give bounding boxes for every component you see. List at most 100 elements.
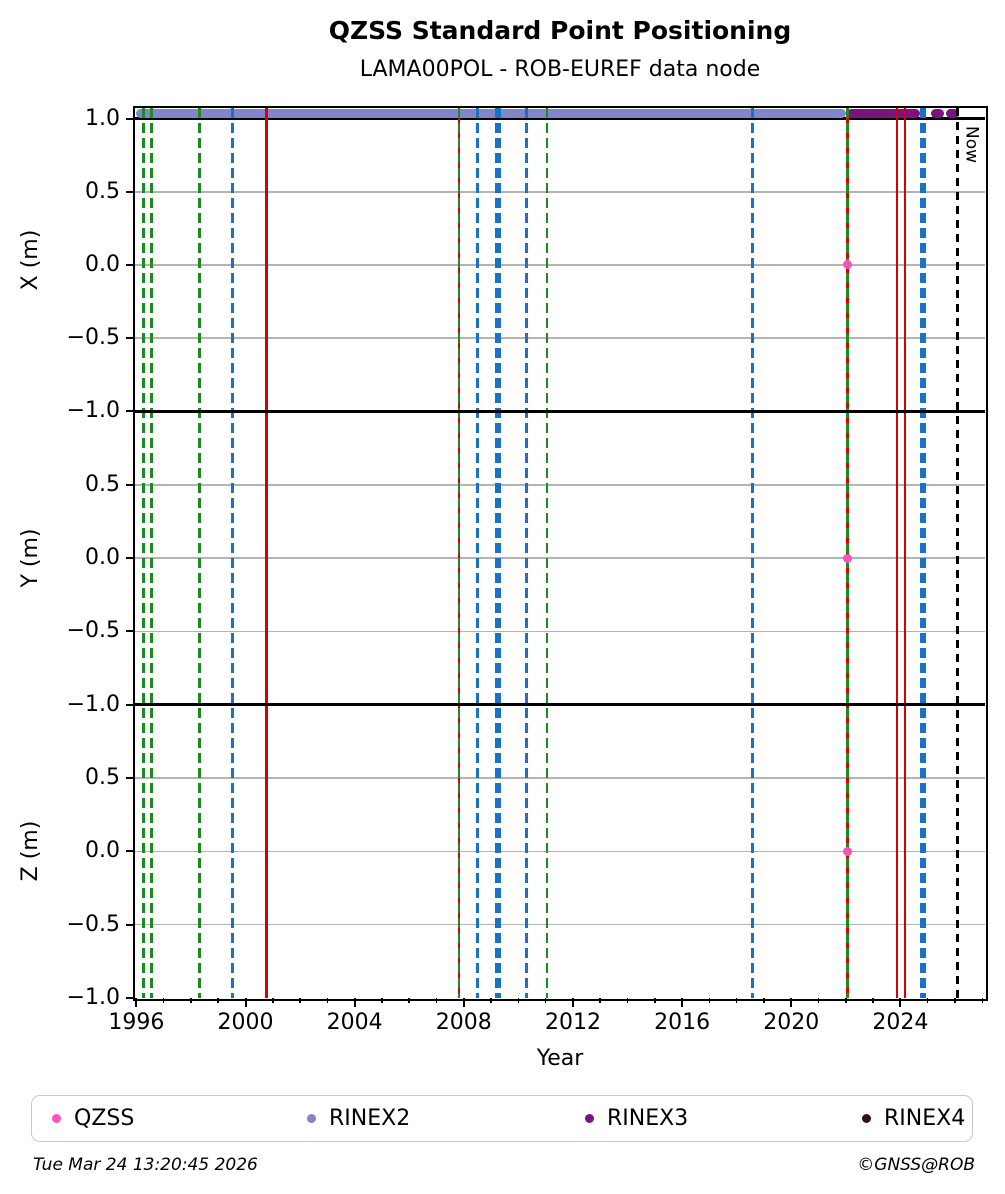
legend-label: RINEX3 bbox=[607, 1105, 689, 1131]
grid-line bbox=[135, 777, 985, 779]
legend-label: RINEX4 bbox=[884, 1105, 966, 1131]
availability-band-rinex2 bbox=[136, 108, 847, 118]
plot-border bbox=[132, 105, 988, 1001]
event-line-green bbox=[545, 108, 549, 998]
y-tick-label: −0.5 bbox=[66, 618, 120, 644]
x-tick-major bbox=[790, 998, 793, 1007]
x-tick-minor bbox=[435, 998, 438, 1003]
panel-boundary bbox=[135, 703, 985, 706]
legend-item-rinex4: RINEX4 bbox=[862, 1096, 965, 1140]
y-tick bbox=[126, 337, 135, 340]
x-tick-minor bbox=[599, 998, 601, 1003]
grid-line bbox=[135, 190, 985, 193]
now-line bbox=[956, 108, 959, 998]
y-tick-label: −0.5 bbox=[66, 911, 120, 937]
grid-line bbox=[135, 850, 985, 853]
event-line-red bbox=[264, 108, 268, 998]
x-tick-major bbox=[681, 998, 684, 1007]
qzss-marker-icon bbox=[52, 1113, 61, 1123]
event-line-green-overlay bbox=[846, 108, 850, 998]
x-tick-minor bbox=[326, 998, 329, 1003]
y-tick-label: −0.5 bbox=[66, 325, 120, 351]
y-tick bbox=[126, 997, 135, 999]
event-line-red bbox=[903, 108, 907, 998]
event-line-red-green bbox=[846, 108, 850, 998]
x-tick-label: 2016 bbox=[654, 1010, 711, 1035]
rinex2-marker-icon bbox=[307, 1113, 316, 1123]
x-tick-label: 1996 bbox=[108, 1010, 165, 1035]
x-tick-minor bbox=[708, 998, 711, 1003]
legend-item-qzss: QZSS bbox=[52, 1096, 134, 1140]
x-tick-label: 2000 bbox=[217, 1010, 274, 1035]
event-line-blue bbox=[920, 108, 926, 998]
x-tick-minor bbox=[872, 998, 874, 1003]
x-tick-major bbox=[135, 998, 138, 1007]
copyright-credit: ©GNSS@ROB bbox=[857, 1155, 975, 1175]
x-tick-minor bbox=[763, 998, 765, 1003]
grid-line bbox=[135, 337, 985, 339]
event-line-green bbox=[142, 108, 146, 998]
x-tick-minor bbox=[817, 998, 820, 1003]
y-tick bbox=[126, 923, 135, 926]
availability-band-rinex3 bbox=[945, 108, 960, 118]
y-tick-label: 0.0 bbox=[85, 838, 120, 864]
grid-line bbox=[135, 483, 985, 486]
x-tick-minor bbox=[954, 998, 956, 1003]
y-tick-label: 0.5 bbox=[85, 471, 120, 497]
y-tick-label: 1.0 bbox=[85, 105, 120, 131]
x-tick-minor bbox=[654, 998, 656, 1003]
y-axis-label: X (m) bbox=[18, 229, 43, 291]
y-tick bbox=[126, 263, 135, 266]
x-tick-label: 2024 bbox=[872, 1010, 929, 1035]
availability-band-rinex3 bbox=[930, 108, 945, 118]
x-tick-major bbox=[899, 998, 902, 1007]
y-tick-label: 0.0 bbox=[85, 251, 120, 277]
x-tick-minor bbox=[190, 998, 192, 1003]
x-tick-minor bbox=[162, 998, 165, 1003]
event-line-blue bbox=[495, 108, 501, 998]
x-tick-minor bbox=[408, 998, 410, 1003]
x-tick-minor bbox=[490, 998, 492, 1003]
rinex4-marker-icon bbox=[862, 1113, 871, 1123]
x-tick-major bbox=[571, 998, 574, 1007]
y-tick bbox=[126, 410, 135, 413]
y-tick bbox=[126, 190, 135, 193]
page-title: QZSS Standard Point Positioning bbox=[328, 16, 792, 45]
x-tick-label: 2004 bbox=[326, 1010, 383, 1035]
grid-line bbox=[135, 630, 985, 633]
x-tick-label: 2008 bbox=[435, 1010, 492, 1035]
y-tick-label: 0.5 bbox=[85, 765, 120, 791]
event-line-blue bbox=[476, 108, 479, 998]
event-line-blue bbox=[751, 108, 754, 998]
y-tick bbox=[126, 777, 135, 780]
x-tick-minor bbox=[981, 998, 984, 1003]
y-tick bbox=[126, 703, 135, 706]
x-axis-label: Year bbox=[536, 1046, 584, 1071]
x-tick-major bbox=[353, 998, 356, 1007]
data-point-qzss bbox=[843, 846, 853, 856]
rinex3-marker-icon bbox=[585, 1113, 594, 1123]
event-line-green-overlay bbox=[457, 108, 461, 998]
data-point-qzss bbox=[843, 553, 853, 563]
plot-area: 1.0 0.5 0.0 −0.5 −1.0 X (m) 0.5 0.0 −0.5 −1.0 Y (m… bbox=[18, 105, 988, 1035]
data-point-qzss bbox=[843, 260, 853, 270]
y-tick bbox=[126, 630, 135, 633]
y-tick-label: −1.0 bbox=[66, 691, 120, 717]
event-line-green bbox=[150, 108, 153, 998]
y-axis-label: Z (m) bbox=[18, 821, 43, 882]
x-tick-minor bbox=[735, 998, 738, 1003]
grid-line bbox=[135, 923, 985, 926]
legend-item-rinex2: RINEX2 bbox=[307, 1096, 410, 1140]
y-tick-label: −1.0 bbox=[66, 985, 120, 1010]
x-tick-minor bbox=[544, 998, 547, 1003]
legend: QZSS RINEX2 RINEX3 RINEX4 bbox=[31, 1095, 973, 1142]
availability-band-rinex3 bbox=[847, 108, 921, 118]
y-tick bbox=[126, 850, 135, 853]
event-line-blue bbox=[525, 108, 528, 998]
event-line-blue bbox=[231, 108, 234, 998]
x-tick-minor bbox=[926, 998, 929, 1003]
x-tick-major bbox=[244, 998, 247, 1007]
page-subtitle: LAMA00POL - ROB-EUREF data node bbox=[359, 57, 761, 82]
plot-timestamp: Tue Mar 24 13:20:45 2026 bbox=[33, 1155, 258, 1175]
